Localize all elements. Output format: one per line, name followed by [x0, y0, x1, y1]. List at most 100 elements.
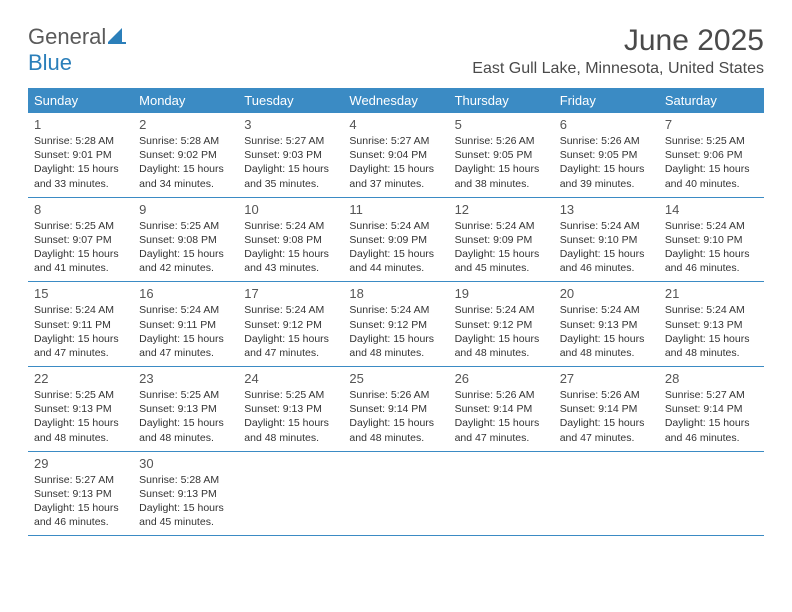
sunset-line: Sunset: 9:09 PM — [455, 233, 548, 247]
daylight-line: Daylight: 15 hours — [34, 332, 127, 346]
day-cell: 26Sunrise: 5:26 AMSunset: 9:14 PMDayligh… — [449, 367, 554, 451]
daylight-line-2: and 47 minutes. — [34, 346, 127, 360]
sunrise-line: Sunrise: 5:26 AM — [560, 388, 653, 402]
title-block: June 2025 East Gull Lake, Minnesota, Uni… — [472, 24, 764, 78]
day-cell: 1Sunrise: 5:28 AMSunset: 9:01 PMDaylight… — [28, 113, 133, 197]
daylight-line-2: and 45 minutes. — [139, 515, 232, 529]
daylight-line: Daylight: 15 hours — [244, 162, 337, 176]
daylight-line: Daylight: 15 hours — [244, 416, 337, 430]
day-header: Wednesday — [343, 88, 448, 113]
day-number: 9 — [139, 202, 232, 217]
daylight-line-2: and 34 minutes. — [139, 177, 232, 191]
daylight-line-2: and 45 minutes. — [455, 261, 548, 275]
sunset-line: Sunset: 9:13 PM — [560, 318, 653, 332]
daylight-line: Daylight: 15 hours — [244, 247, 337, 261]
sunset-line: Sunset: 9:06 PM — [665, 148, 758, 162]
day-cell: 9Sunrise: 5:25 AMSunset: 9:08 PMDaylight… — [133, 198, 238, 282]
day-cell — [238, 452, 343, 536]
sunrise-line: Sunrise: 5:25 AM — [34, 388, 127, 402]
day-number: 28 — [665, 371, 758, 386]
daylight-line-2: and 33 minutes. — [34, 177, 127, 191]
sunrise-line: Sunrise: 5:26 AM — [349, 388, 442, 402]
day-cell: 16Sunrise: 5:24 AMSunset: 9:11 PMDayligh… — [133, 282, 238, 366]
day-cell: 20Sunrise: 5:24 AMSunset: 9:13 PMDayligh… — [554, 282, 659, 366]
day-cell: 5Sunrise: 5:26 AMSunset: 9:05 PMDaylight… — [449, 113, 554, 197]
day-number: 20 — [560, 286, 653, 301]
day-cell: 13Sunrise: 5:24 AMSunset: 9:10 PMDayligh… — [554, 198, 659, 282]
day-number: 30 — [139, 456, 232, 471]
day-header-row: SundayMondayTuesdayWednesdayThursdayFrid… — [28, 88, 764, 113]
daylight-line: Daylight: 15 hours — [560, 247, 653, 261]
day-cell: 21Sunrise: 5:24 AMSunset: 9:13 PMDayligh… — [659, 282, 764, 366]
day-cell: 23Sunrise: 5:25 AMSunset: 9:13 PMDayligh… — [133, 367, 238, 451]
daylight-line: Daylight: 15 hours — [34, 416, 127, 430]
daylight-line: Daylight: 15 hours — [139, 247, 232, 261]
day-number: 18 — [349, 286, 442, 301]
daylight-line-2: and 48 minutes. — [349, 431, 442, 445]
sunset-line: Sunset: 9:14 PM — [560, 402, 653, 416]
daylight-line-2: and 48 minutes. — [455, 346, 548, 360]
day-number: 16 — [139, 286, 232, 301]
sunset-line: Sunset: 9:13 PM — [244, 402, 337, 416]
daylight-line: Daylight: 15 hours — [139, 332, 232, 346]
sunset-line: Sunset: 9:02 PM — [139, 148, 232, 162]
day-number: 22 — [34, 371, 127, 386]
sunrise-line: Sunrise: 5:24 AM — [455, 303, 548, 317]
sunrise-line: Sunrise: 5:24 AM — [665, 219, 758, 233]
sunrise-line: Sunrise: 5:27 AM — [665, 388, 758, 402]
sunrise-line: Sunrise: 5:28 AM — [34, 134, 127, 148]
sunrise-line: Sunrise: 5:25 AM — [139, 219, 232, 233]
sunrise-line: Sunrise: 5:27 AM — [244, 134, 337, 148]
day-number: 29 — [34, 456, 127, 471]
daylight-line: Daylight: 15 hours — [455, 247, 548, 261]
sunrise-line: Sunrise: 5:26 AM — [455, 134, 548, 148]
daylight-line: Daylight: 15 hours — [349, 416, 442, 430]
sunrise-line: Sunrise: 5:24 AM — [34, 303, 127, 317]
day-header: Saturday — [659, 88, 764, 113]
daylight-line: Daylight: 15 hours — [665, 416, 758, 430]
sunrise-line: Sunrise: 5:24 AM — [560, 303, 653, 317]
day-cell: 3Sunrise: 5:27 AMSunset: 9:03 PMDaylight… — [238, 113, 343, 197]
sunrise-line: Sunrise: 5:27 AM — [34, 473, 127, 487]
daylight-line-2: and 39 minutes. — [560, 177, 653, 191]
daylight-line: Daylight: 15 hours — [139, 501, 232, 515]
daylight-line-2: and 46 minutes. — [665, 431, 758, 445]
day-cell: 12Sunrise: 5:24 AMSunset: 9:09 PMDayligh… — [449, 198, 554, 282]
daylight-line-2: and 48 minutes. — [560, 346, 653, 360]
daylight-line: Daylight: 15 hours — [34, 162, 127, 176]
daylight-line: Daylight: 15 hours — [34, 501, 127, 515]
day-number: 1 — [34, 117, 127, 132]
sunrise-line: Sunrise: 5:24 AM — [349, 219, 442, 233]
daylight-line: Daylight: 15 hours — [34, 247, 127, 261]
sunset-line: Sunset: 9:07 PM — [34, 233, 127, 247]
sunset-line: Sunset: 9:13 PM — [139, 487, 232, 501]
daylight-line-2: and 48 minutes. — [139, 431, 232, 445]
day-cell: 25Sunrise: 5:26 AMSunset: 9:14 PMDayligh… — [343, 367, 448, 451]
logo-word-2: Blue — [28, 50, 72, 75]
day-number: 14 — [665, 202, 758, 217]
daylight-line-2: and 47 minutes. — [560, 431, 653, 445]
day-number: 2 — [139, 117, 232, 132]
day-number: 5 — [455, 117, 548, 132]
sunset-line: Sunset: 9:12 PM — [349, 318, 442, 332]
sunrise-line: Sunrise: 5:26 AM — [455, 388, 548, 402]
week-row: 8Sunrise: 5:25 AMSunset: 9:07 PMDaylight… — [28, 198, 764, 283]
day-cell — [554, 452, 659, 536]
daylight-line-2: and 35 minutes. — [244, 177, 337, 191]
daylight-line-2: and 48 minutes. — [34, 431, 127, 445]
sunset-line: Sunset: 9:08 PM — [244, 233, 337, 247]
daylight-line: Daylight: 15 hours — [560, 162, 653, 176]
day-cell: 30Sunrise: 5:28 AMSunset: 9:13 PMDayligh… — [133, 452, 238, 536]
day-number: 26 — [455, 371, 548, 386]
day-cell — [449, 452, 554, 536]
day-cell: 8Sunrise: 5:25 AMSunset: 9:07 PMDaylight… — [28, 198, 133, 282]
day-number: 19 — [455, 286, 548, 301]
sunrise-line: Sunrise: 5:25 AM — [665, 134, 758, 148]
day-number: 23 — [139, 371, 232, 386]
sunset-line: Sunset: 9:13 PM — [665, 318, 758, 332]
daylight-line-2: and 46 minutes. — [665, 261, 758, 275]
sunset-line: Sunset: 9:13 PM — [139, 402, 232, 416]
day-header: Thursday — [449, 88, 554, 113]
sunset-line: Sunset: 9:04 PM — [349, 148, 442, 162]
sunrise-line: Sunrise: 5:26 AM — [560, 134, 653, 148]
